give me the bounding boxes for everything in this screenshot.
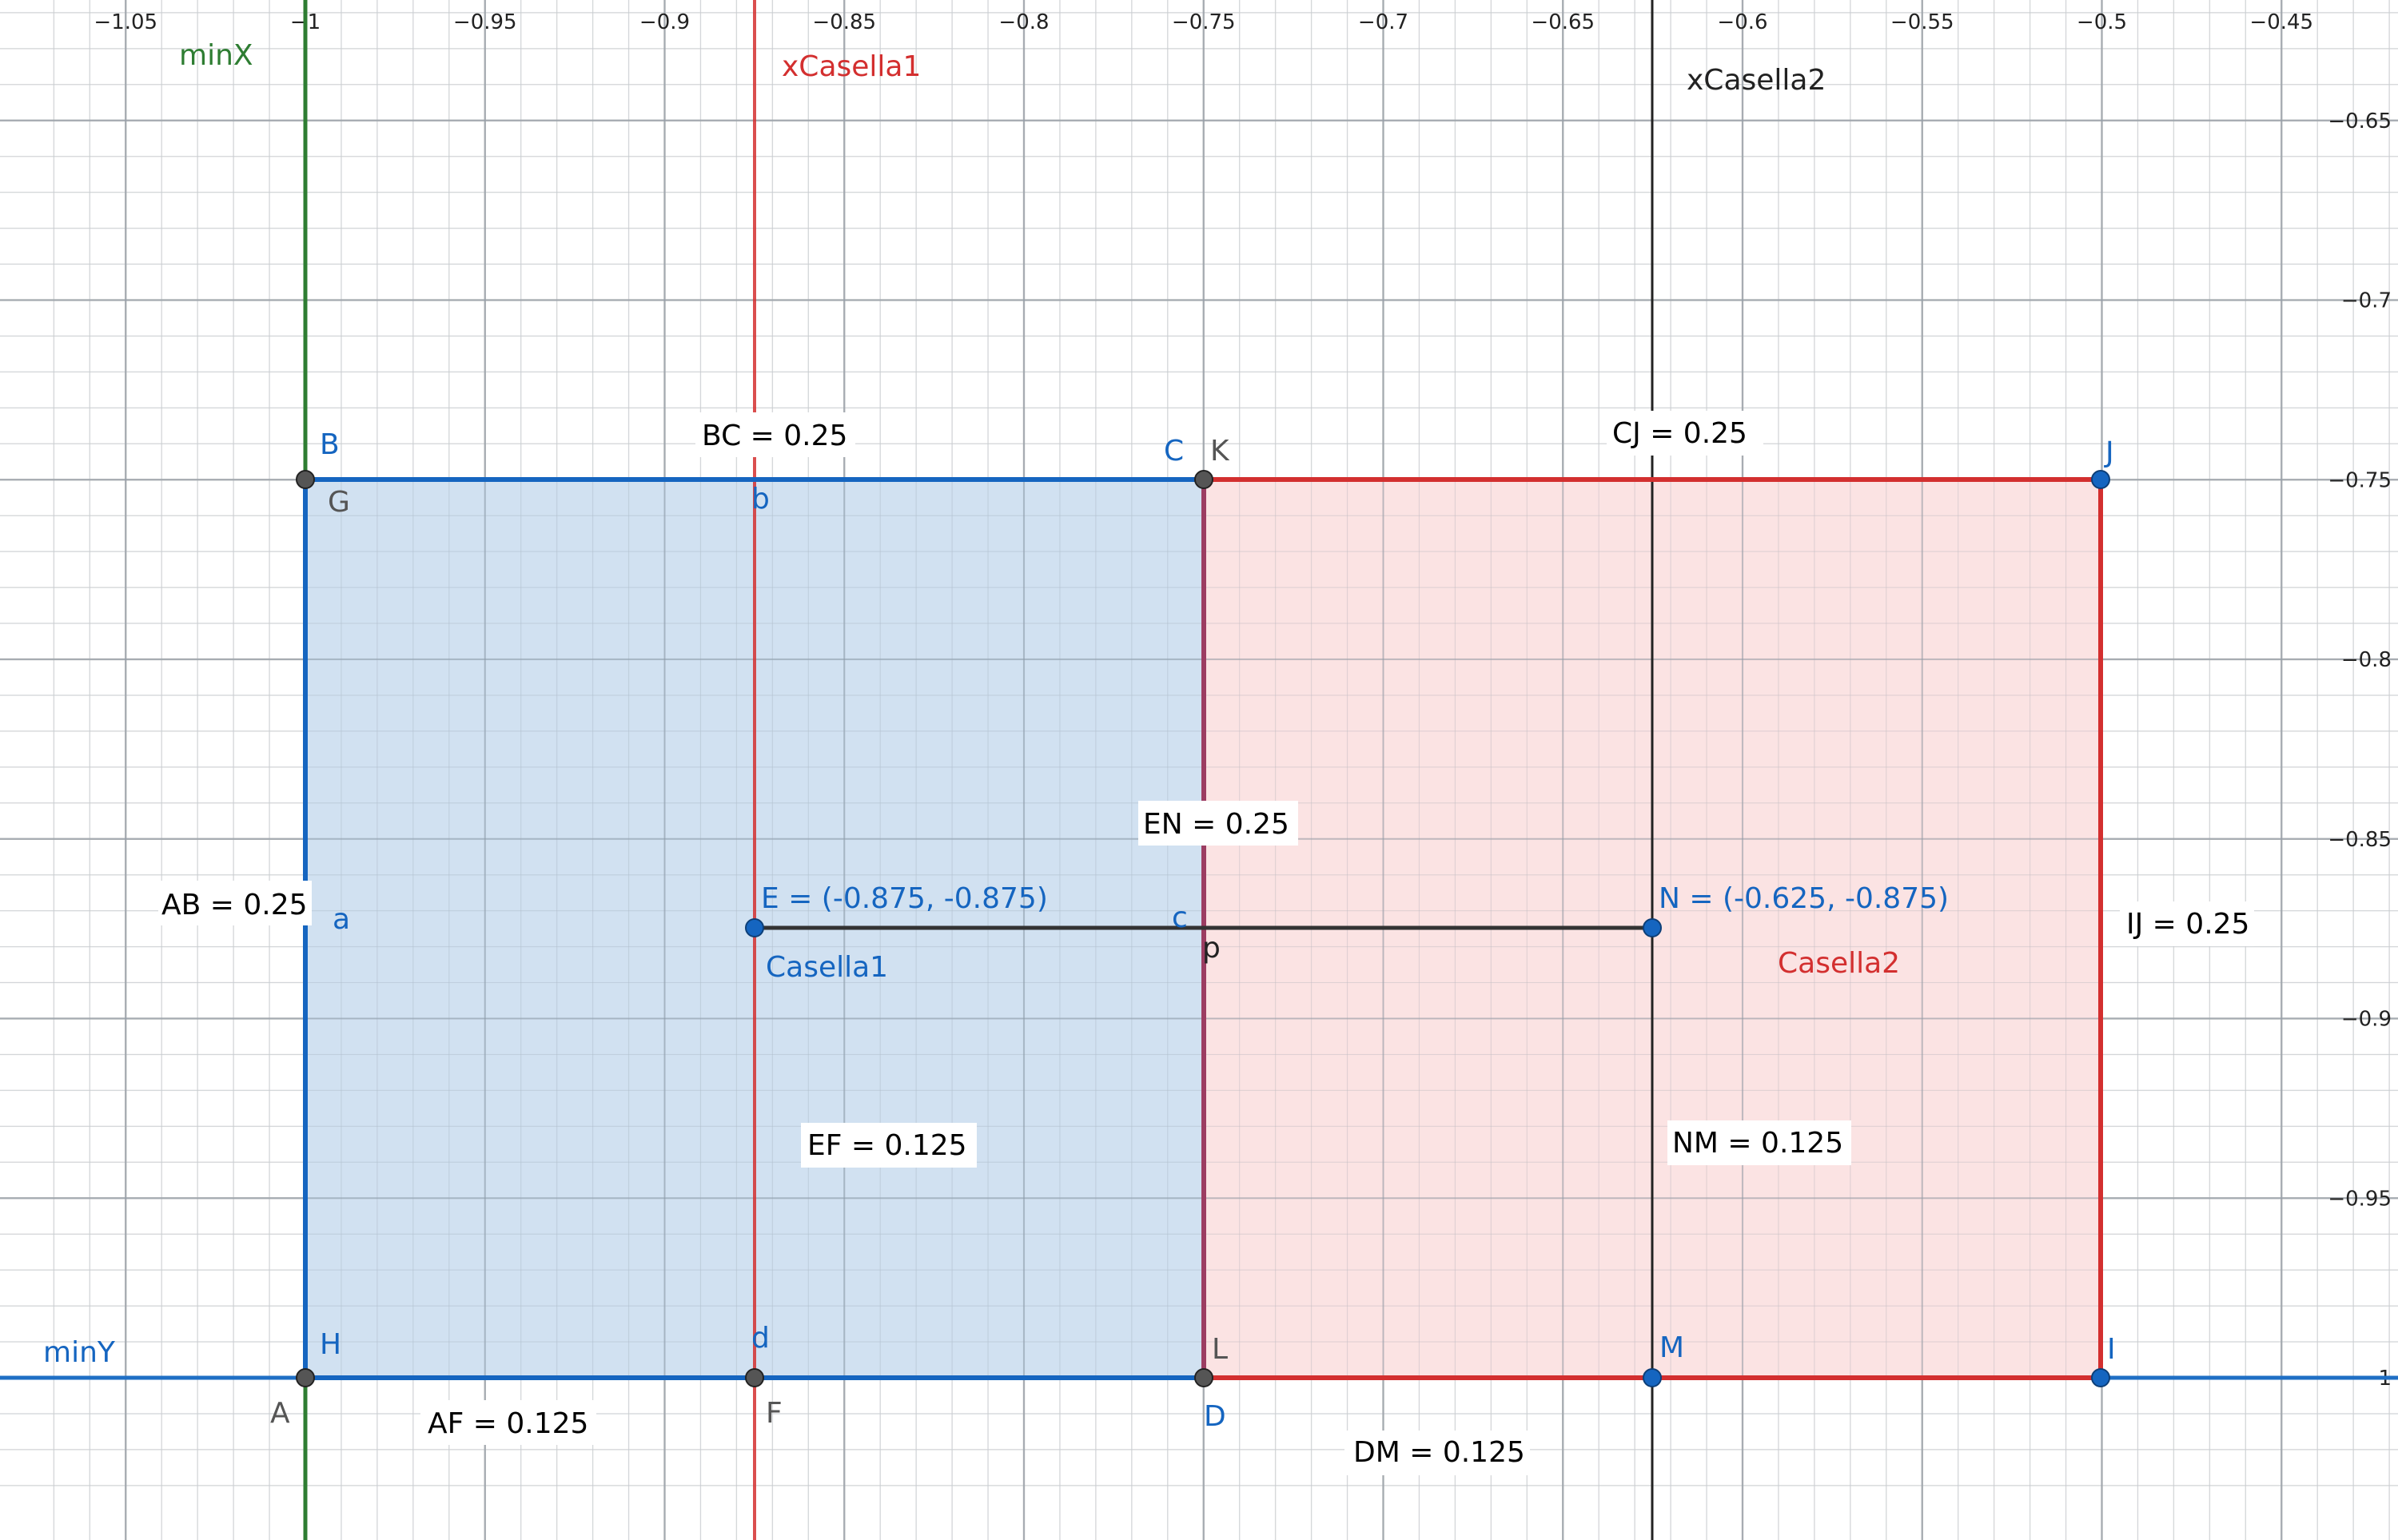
label-N: N = (-0.625, -0.875) — [1659, 882, 1949, 915]
label-B: B — [320, 428, 340, 461]
y-axis-tick-labels: −0.65−0.7−0.75−0.8−0.85−0.9−0.95−1 — [2328, 109, 2392, 1391]
x-tick-label: −0.9 — [639, 10, 690, 34]
point-N[interactable] — [1643, 918, 1662, 937]
x-tick-label: −0.65 — [1531, 10, 1595, 34]
y-tick-label: −0.85 — [2328, 828, 2392, 852]
point-B[interactable] — [296, 470, 315, 489]
label-A: A — [270, 1397, 290, 1430]
point-J[interactable] — [2091, 470, 2110, 489]
point-C[interactable] — [1194, 470, 1213, 489]
y-tick-label: −0.75 — [2328, 468, 2392, 492]
label-C: C — [1164, 435, 1184, 468]
measure-CJ: CJ = 0.25 — [1607, 411, 1763, 456]
measure-EF: EF = 0.125 — [801, 1123, 977, 1168]
measure-AB: AB = 0.25 — [158, 881, 312, 925]
x-tick-label: −0.95 — [453, 10, 517, 34]
svg-text:AB = 0.25: AB = 0.25 — [161, 889, 308, 921]
x-tick-label: −0.8 — [998, 10, 1049, 34]
svg-text:CJ = 0.25: CJ = 0.25 — [1612, 417, 1747, 450]
point-A[interactable] — [296, 1368, 315, 1387]
label-c: c — [1172, 901, 1188, 934]
label-K: K — [1210, 435, 1230, 468]
label-G: G — [328, 486, 350, 519]
measure-BC: BC = 0.25 — [695, 412, 855, 457]
label-H: H — [320, 1328, 341, 1361]
x-tick-label: −0.6 — [1717, 10, 1767, 34]
point-E[interactable] — [745, 918, 764, 937]
label-minX: minX — [179, 39, 253, 72]
x-tick-label: −0.45 — [2249, 10, 2313, 34]
measure-EN: EN = 0.25 — [1138, 801, 1298, 846]
label-casella1: Casella1 — [766, 951, 888, 984]
x-tick-label: −0.55 — [1890, 10, 1954, 34]
label-d: d — [751, 1322, 770, 1355]
label-I: I — [2107, 1333, 2116, 1366]
svg-text:EF = 0.125: EF = 0.125 — [807, 1129, 967, 1162]
label-D: D — [1204, 1400, 1226, 1433]
measure-DM: DM = 0.125 — [1344, 1431, 1530, 1475]
y-tick-label: −0.65 — [2328, 109, 2392, 133]
measure-AF: AF = 0.125 — [420, 1400, 596, 1445]
svg-text:AF = 0.125: AF = 0.125 — [428, 1407, 588, 1440]
x-tick-label: −0.5 — [2077, 10, 2127, 34]
label-J: J — [2104, 436, 2114, 469]
label-minY: minY — [43, 1336, 116, 1369]
x-tick-label: −1.05 — [94, 10, 157, 34]
y-tick-label: −0.9 — [2341, 1008, 2392, 1032]
point-F[interactable] — [745, 1368, 764, 1387]
point-I[interactable] — [2091, 1368, 2110, 1387]
measure-IJ: IJ = 0.25 — [2120, 901, 2254, 946]
label-casella2: Casella2 — [1778, 947, 1900, 980]
x-axis-tick-labels: −1.05−1−0.95−0.9−0.85−0.8−0.75−0.7−0.65−… — [94, 10, 2313, 34]
label-b: b — [751, 483, 770, 515]
svg-text:DM = 0.125: DM = 0.125 — [1353, 1436, 1525, 1469]
point-D[interactable] — [1194, 1368, 1213, 1387]
x-tick-label: −0.7 — [1358, 10, 1408, 34]
point-M[interactable] — [1643, 1368, 1662, 1387]
label-xCasella1: xCasella1 — [782, 50, 921, 83]
label-L: L — [1212, 1333, 1228, 1366]
label-M: M — [1659, 1331, 1684, 1364]
svg-text:EN = 0.25: EN = 0.25 — [1143, 808, 1289, 841]
y-tick-label: −0.95 — [2328, 1187, 2392, 1211]
label-p: p — [1202, 932, 1221, 965]
svg-text:NM = 0.125: NM = 0.125 — [1672, 1127, 1843, 1160]
label-xCasella2: xCasella2 — [1687, 64, 1826, 97]
label-a: a — [333, 903, 350, 936]
y-tick-label: −0.8 — [2341, 648, 2392, 672]
x-tick-label: −0.75 — [1172, 10, 1236, 34]
label-E: E = (-0.875, -0.875) — [761, 882, 1048, 915]
label-F: F — [766, 1397, 783, 1430]
x-tick-label: −0.85 — [812, 10, 876, 34]
svg-text:BC = 0.25: BC = 0.25 — [702, 420, 847, 452]
y-tick-label: −0.7 — [2341, 289, 2392, 313]
svg-text:IJ = 0.25: IJ = 0.25 — [2126, 908, 2249, 941]
measure-NM: NM = 0.125 — [1667, 1120, 1851, 1165]
